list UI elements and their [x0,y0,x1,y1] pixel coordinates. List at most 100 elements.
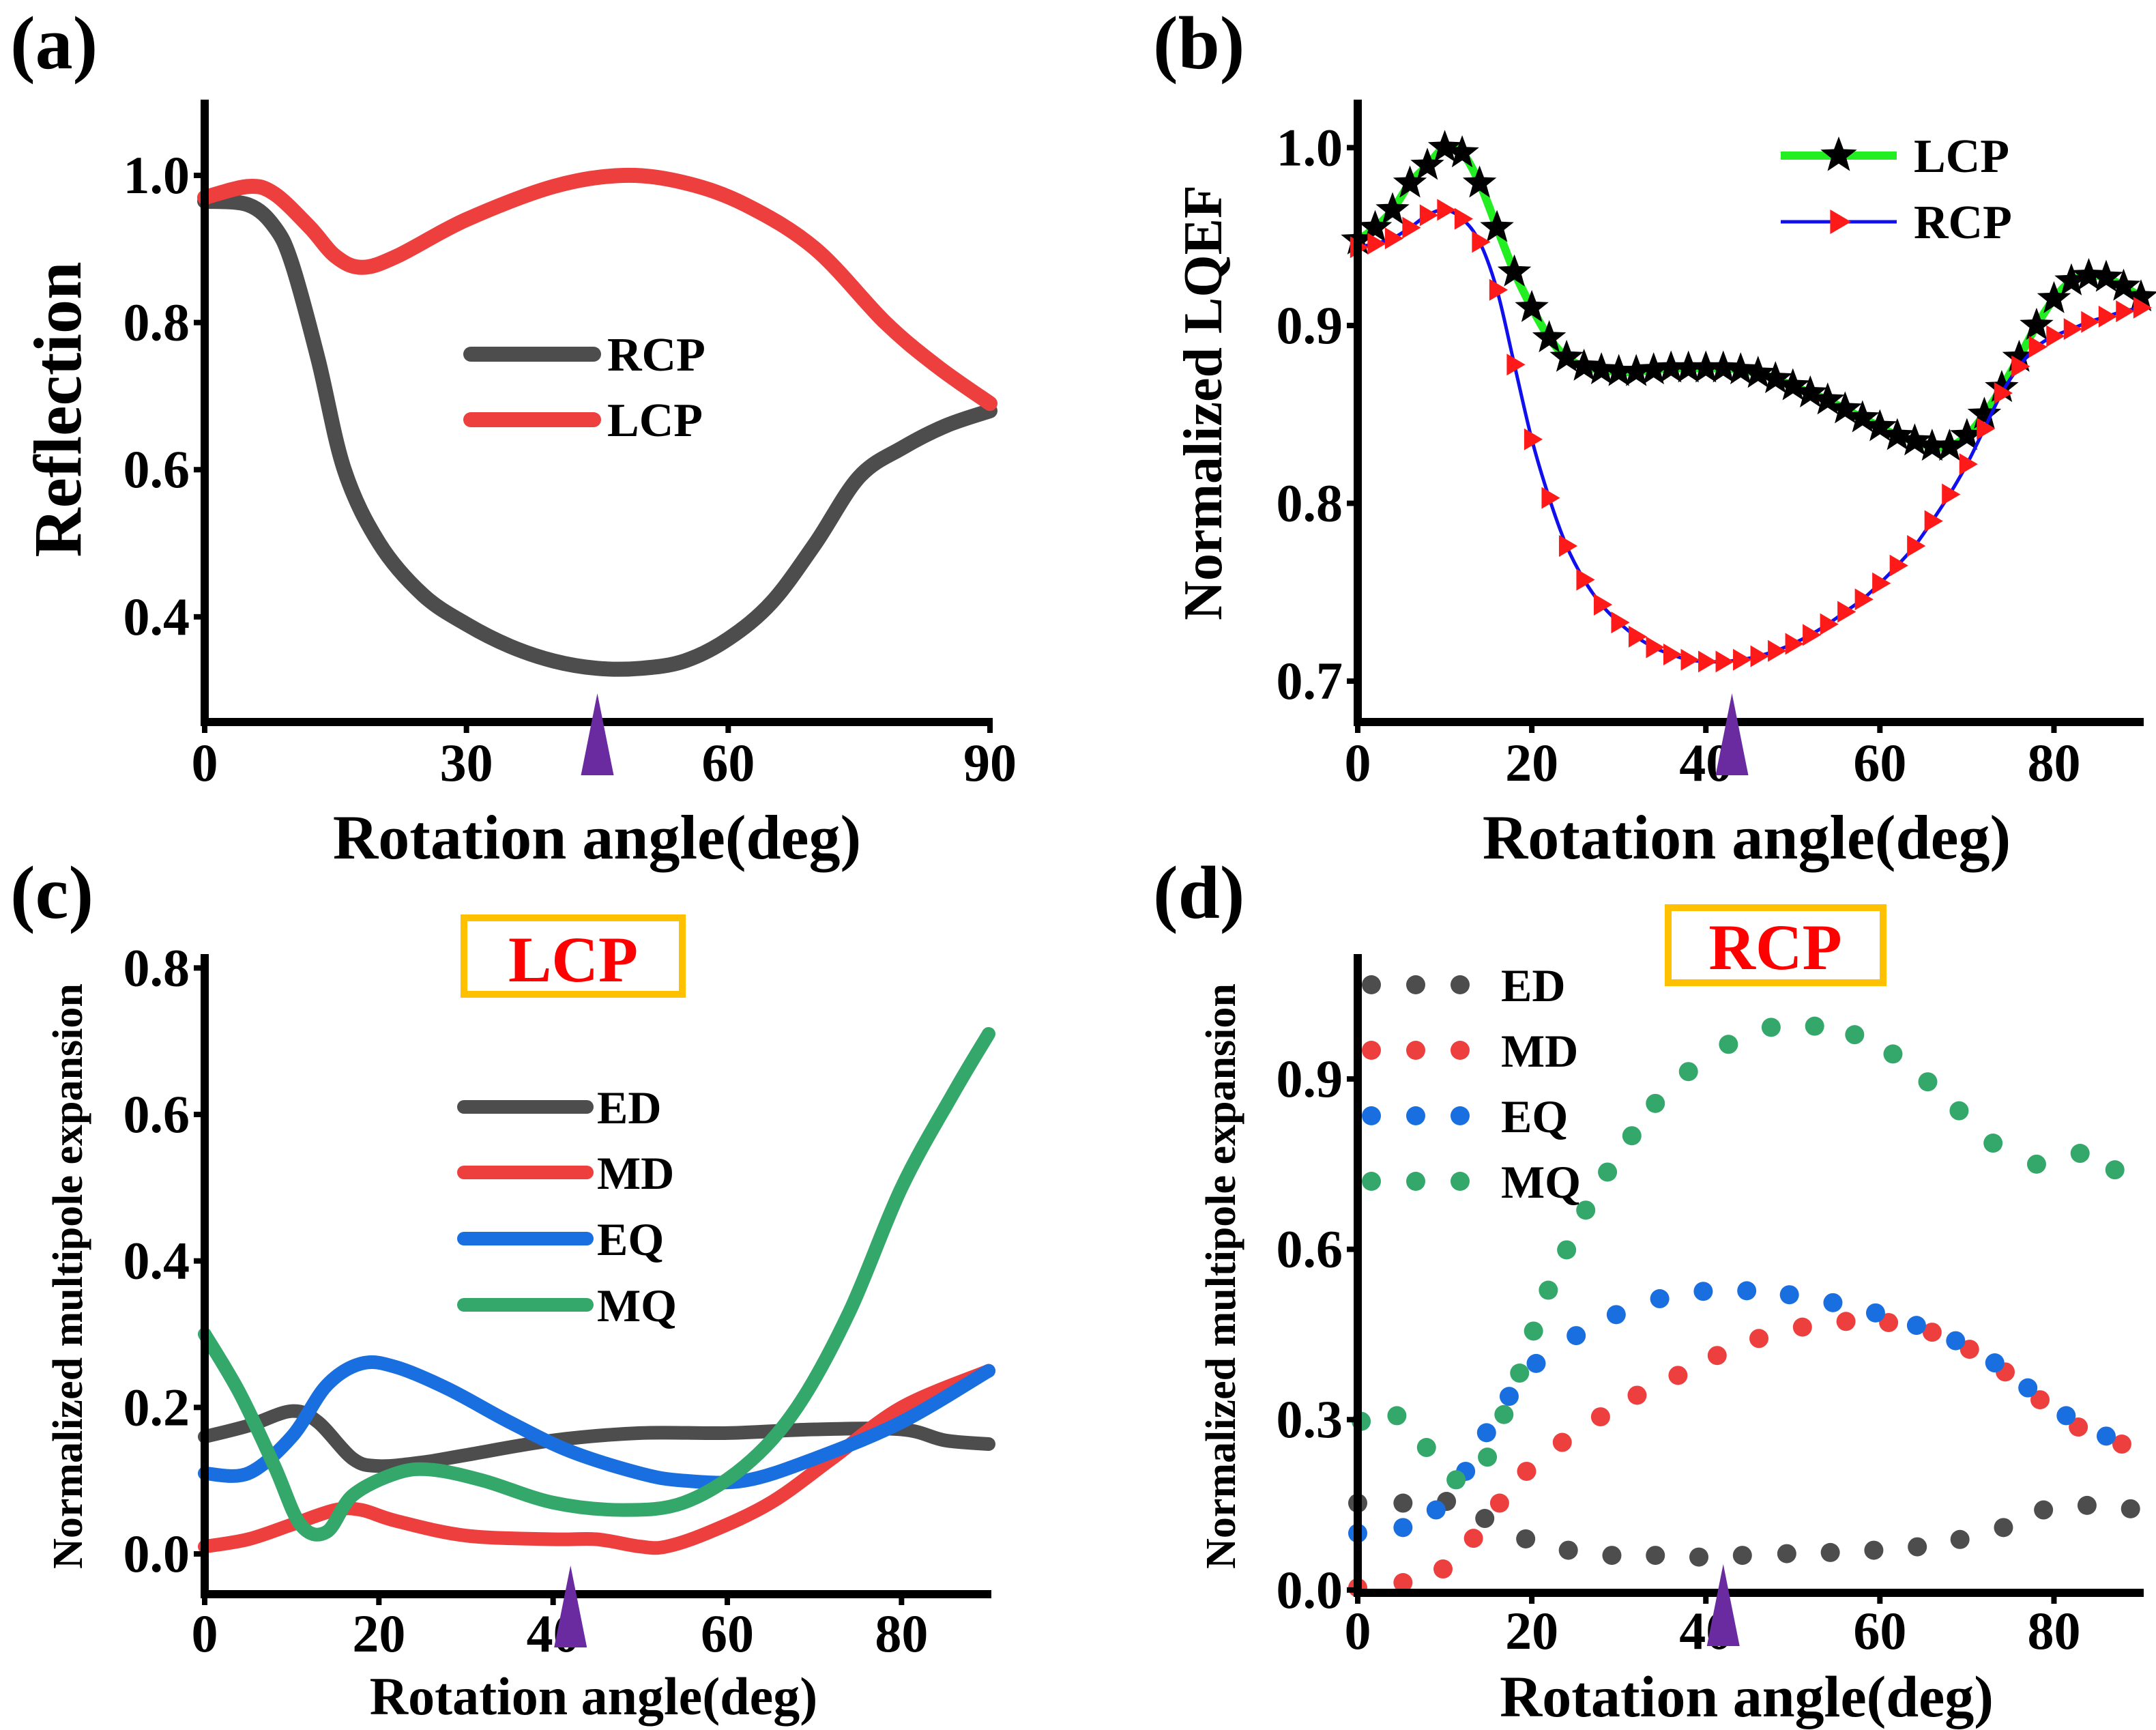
data-point-triangle [2028,336,2048,358]
title-box [461,914,686,998]
legend-dot [1362,1041,1381,1060]
y-axis-title: Normalized multipole expansion [45,983,91,1569]
data-point [1668,1366,1688,1385]
data-point-triangle [1872,572,1891,594]
data-point-triangle [1541,487,1560,509]
legend-dot [1451,975,1470,994]
data-point [1646,1093,1665,1113]
x-tick-label: 0 [192,733,218,792]
angle-marker-arrow-icon [1715,693,1749,775]
legend-dot [1362,1172,1381,1191]
data-point-triangle [2133,296,2152,319]
data-point [1761,1018,1781,1037]
x-tick-label: 60 [701,733,755,792]
data-point [1393,1518,1413,1538]
data-point-triangle [1628,625,1648,648]
legend-item-eq: EQ [457,1213,664,1265]
data-point-triangle [1558,535,1578,558]
data-point [1946,1331,1966,1351]
x-tick-label: 60 [1853,1601,1906,1660]
series-rcp [197,193,997,677]
data-point-star [1584,352,1618,385]
data-point-star [1793,375,1828,407]
legend-item-lcp: LCP [1781,130,2009,183]
series-mq [1352,1016,2125,1490]
data-point [1823,1293,1843,1312]
data-point-star [1410,147,1444,180]
y-tick-label: 0.0 [123,1524,190,1583]
legend-item-rcp: RCP [463,329,705,381]
x-axis-title: Rotation angle(deg) [333,803,861,872]
data-point-triangle [1524,428,1543,450]
data-point [1749,1329,1769,1349]
x-tick-label: 60 [701,1604,754,1663]
data-point-star [1863,409,1897,442]
data-point-triangle [1924,510,1943,532]
angle-marker-arrow-icon [581,693,614,775]
data-point-star [1985,370,2019,403]
data-point [1906,1316,1926,1336]
x-tick-label: 20 [352,1604,405,1663]
data-point-star [2054,263,2088,295]
data-point-triangle [1663,643,1682,665]
data-point-triangle [1384,227,1404,250]
data-point [1689,1547,1709,1567]
data-point-star [2089,259,2123,292]
data-point [1576,1200,1596,1220]
data-point [1864,1540,1884,1560]
y-tick-label: 0.6 [123,1084,190,1144]
data-point [1393,1493,1413,1513]
x-axis-title: Rotation angle(deg) [1483,803,2011,872]
data-point [1879,1312,1899,1332]
data-point-triangle [1750,645,1769,667]
data-point [1416,1438,1436,1458]
data-point-triangle [1402,216,1421,239]
data-point [1693,1282,1713,1301]
data-point-star [2037,280,2071,313]
y-tick-label: 0.0 [1277,1560,1343,1619]
data-point [1845,1025,1865,1045]
data-point [1678,1062,1698,1082]
x-axis-title: Rotation angle(deg) [370,1667,817,1726]
series-line-rcp [1357,207,2142,664]
data-point-star [2020,307,2054,340]
data-point [1650,1289,1670,1309]
data-point-triangle [1437,199,1456,221]
data-point [1836,1312,1856,1331]
data-point-star [1846,400,1880,433]
y-tick-label: 0.2 [123,1377,190,1437]
legend: LCP RCP [1781,130,2012,249]
legend-label: EQ [597,1213,664,1265]
angle-marker-arrow-icon [554,1566,587,1647]
series-line-lcp [197,167,997,412]
angle-marker-arrow-icon [1706,1564,1740,1646]
data-point [1517,1461,1536,1481]
legend-label: MD [597,1147,674,1199]
legend: ED MD EQ MQ [1362,960,1581,1208]
data-point [1865,1303,1885,1323]
data-point-triangle [1646,636,1665,659]
legend-dot [1451,1106,1470,1125]
data-point-star [1358,210,1393,242]
y-tick-label: 0.4 [123,587,190,646]
x-tick-label: 0 [1345,1601,1371,1660]
data-point [1792,1317,1812,1337]
y-tick-label: 0.9 [1277,295,1343,355]
legend-item-mq: MQ [1362,1156,1581,1208]
legend-item-rcp: RCP [1781,197,2012,249]
y-tick-label: 0.8 [1277,473,1343,532]
data-point-triangle [1820,613,1839,635]
data-point [1606,1305,1626,1325]
legend-dot [1406,1172,1425,1191]
y-tick-label: 0.3 [1277,1389,1343,1449]
data-point-triangle [1472,231,1491,253]
data-point [1478,1447,1498,1467]
series-md [198,1364,995,1555]
series-line-rcp [197,193,997,677]
data-point-star [1828,391,1863,424]
data-point-triangle [2081,311,2100,333]
data-point-triangle [1715,650,1734,673]
y-tick-label: 0.6 [123,439,190,499]
